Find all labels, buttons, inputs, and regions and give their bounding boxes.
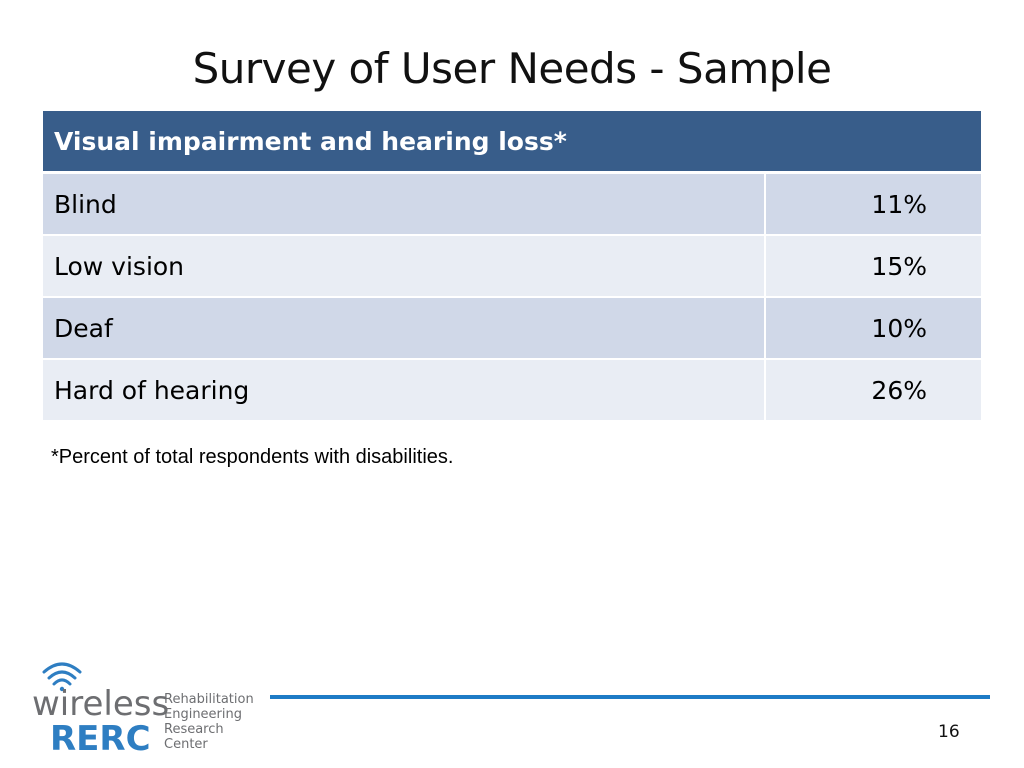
- row-label: Hard of hearing: [43, 359, 765, 422]
- page-number: 16: [938, 722, 960, 742]
- table-row: Deaf 10%: [43, 297, 981, 360]
- table-row: Blind 11%: [43, 172, 981, 236]
- table-row: Low vision 15%: [43, 235, 981, 298]
- table-header-row: Visual impairment and hearing loss*: [43, 111, 981, 174]
- row-value: 11%: [764, 172, 981, 236]
- wireless-rerc-logo: wireless RERC Rehabilitation Engineering…: [32, 662, 254, 758]
- logo-tagline-1: Rehabilitation: [164, 692, 254, 707]
- row-label: Blind: [43, 172, 765, 236]
- wifi-signal-icon: [42, 662, 82, 692]
- row-value: 10%: [764, 297, 981, 360]
- logo-wireless-text: wireless: [32, 684, 169, 724]
- row-label: Low vision: [43, 235, 765, 298]
- logo-tagline-3: Research: [164, 722, 224, 737]
- row-value: 15%: [764, 235, 981, 298]
- slide-title: Survey of User Needs - Sample: [192, 44, 832, 93]
- table-header: Visual impairment and hearing loss*: [43, 111, 981, 174]
- logo-tagline-4: Center: [164, 737, 208, 752]
- logo-tagline-2: Engineering: [164, 707, 242, 722]
- logo-rerc-text: RERC: [50, 719, 151, 758]
- row-label: Deaf: [43, 297, 765, 360]
- footer-divider: [270, 695, 990, 699]
- footnote: *Percent of total respondents with disab…: [51, 446, 454, 468]
- survey-table: Visual impairment and hearing loss* Blin…: [43, 111, 981, 422]
- row-value: 26%: [764, 359, 981, 422]
- table-row: Hard of hearing 26%: [43, 359, 981, 422]
